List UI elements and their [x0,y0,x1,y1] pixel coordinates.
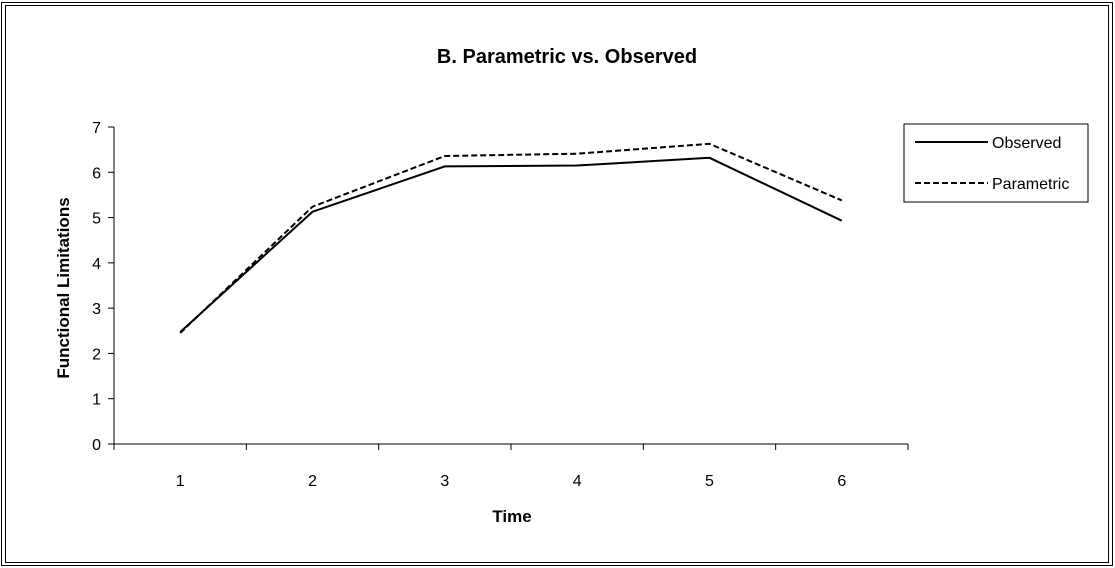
x-tick-label: 3 [440,473,449,490]
y-tick-label: 2 [92,346,101,363]
x-tick-label: 4 [573,473,582,490]
y-tick-label: 0 [92,437,101,454]
y-axis-title: Functional Limitations [54,197,73,378]
series-line-parametric [179,142,843,334]
x-tick-label: 5 [705,473,714,490]
series-line-observed [179,156,843,333]
legend-label: Observed [992,135,1061,152]
x-tick-label: 1 [176,473,185,490]
x-tick-label: 2 [308,473,317,490]
legend-box [903,123,1089,203]
y-tick-label: 3 [92,301,101,318]
chart-title: B. Parametric vs. Observed [437,46,697,68]
y-tick-label: 7 [92,120,101,137]
legend: Observed Parametric [903,123,1089,203]
y-tick-label: 6 [92,165,101,182]
y-tick-label: 4 [92,256,101,273]
x-axis-title: Time [492,507,531,526]
y-tick-label: 5 [92,211,101,228]
legend-label: Parametric [992,176,1069,193]
y-tick-label: 1 [92,392,101,409]
plot-area: 0 1 2 3 4 5 6 7 1 2 3 4 5 6 [92,120,909,490]
chart-inner-border [5,5,1109,563]
x-tick-label: 6 [837,473,846,490]
